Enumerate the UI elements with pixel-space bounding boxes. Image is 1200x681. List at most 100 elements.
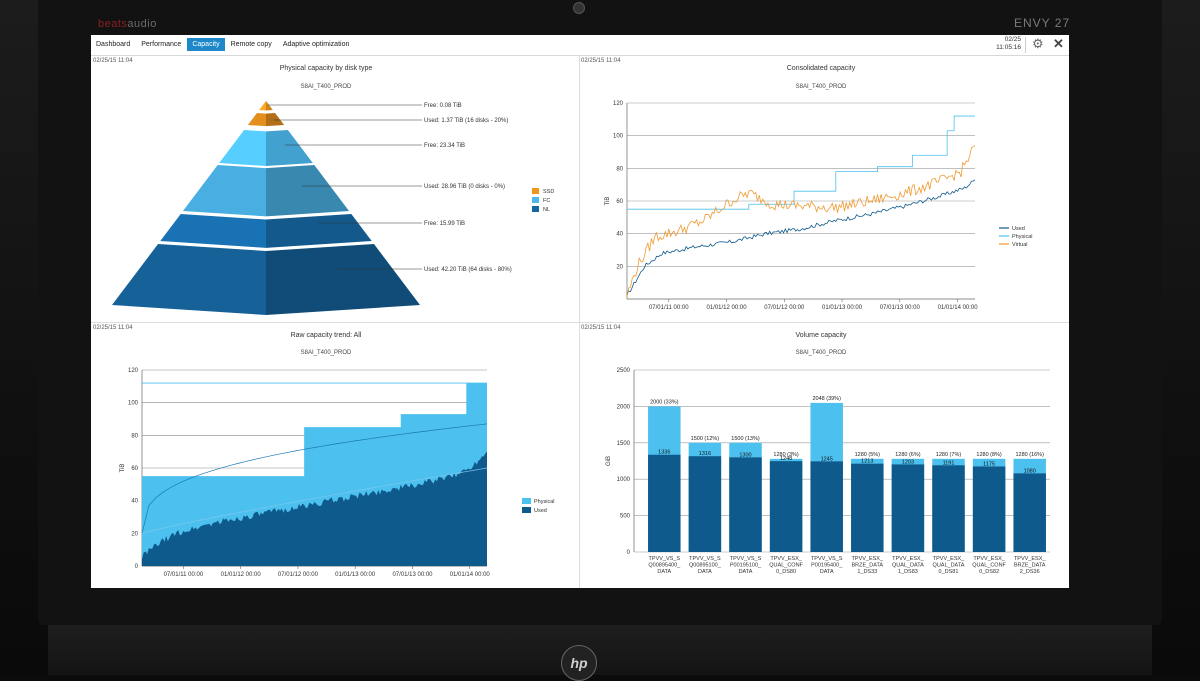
x-category-label: 2_DS36 — [1020, 569, 1040, 575]
y-tick-label: 0 — [135, 564, 139, 570]
bar-inner-label: 1203 — [902, 459, 914, 465]
x-category-label: TPVV_VS_S — [730, 556, 762, 562]
x-tick-label: 07/01/13 00:00 — [880, 305, 921, 311]
pyramid-band-fc-used-left — [182, 165, 266, 217]
panel-timestamp: 02/25/15 11:04 — [93, 325, 133, 331]
envy-27-logo: ENVY 27 — [1014, 16, 1071, 30]
x-category-label: 1_DS83 — [898, 569, 918, 575]
gear-icon[interactable]: ⚙ — [1032, 36, 1044, 51]
tab-dashboard[interactable]: Dashboard — [96, 41, 131, 48]
volume-capacity-chart: 0 500 1000 1500 2000 2500 GiB 2000 (33%) 1336 TPV… — [606, 368, 1050, 575]
tab-adaptive-optimization[interactable]: Adaptive optimization — [282, 41, 350, 48]
pyramid-band-ssd-free-left — [259, 101, 266, 111]
pyramid-band-ssd-free-right — [266, 101, 273, 111]
x-tick-label: 07/01/11 00:00 — [164, 572, 204, 578]
y-tick-label: 20 — [616, 264, 623, 270]
close-icon[interactable]: ✕ — [1053, 36, 1064, 51]
y-tick-label: 0 — [627, 550, 631, 556]
legend-label-physical: Physical — [1012, 234, 1032, 240]
x-category-label: TPVV_ESX_ — [892, 556, 924, 562]
x-category-label: QUAL_DATA — [892, 563, 924, 569]
trend-curve-used — [141, 467, 488, 534]
clock-date: 02/25 — [1004, 36, 1021, 43]
series-line-used — [626, 179, 976, 295]
legend-label-virtual: Virtual — [1012, 242, 1028, 248]
pyramid-band-fc-free-left — [219, 130, 266, 167]
pyramid-band-nl-free-right — [266, 214, 372, 248]
bar-used — [810, 461, 843, 552]
bar-used — [932, 465, 965, 552]
y-tick-label: 40 — [131, 499, 138, 505]
x-category-label: DATA — [820, 569, 834, 575]
y-tick-label: 80 — [131, 433, 138, 439]
legend-swatch-fc — [532, 197, 539, 203]
x-category-label: TPVV_ESX_ — [933, 556, 965, 562]
x-tick-label: 07/01/13 00:00 — [392, 572, 433, 578]
clock: 02/25 11:05:16 — [989, 36, 1021, 52]
pyramid-band-fc-free-right — [266, 130, 313, 167]
panel-timestamp: 02/25/15 11:04 — [93, 58, 133, 64]
panel-subtitle: S8AI_T400_PROD — [795, 84, 847, 90]
bar-used — [972, 466, 1006, 552]
tab-capacity[interactable]: Capacity — [187, 38, 225, 51]
bar-inner-label: 1213 — [861, 459, 873, 465]
x-category-label: Q00895400_ — [648, 563, 681, 569]
tab-performance[interactable]: Performance — [141, 41, 182, 48]
legend-label-physical: Physical — [534, 499, 554, 505]
bar-inner-label: 1248 — [780, 456, 792, 462]
y-tick-label: 80 — [616, 166, 623, 172]
x-category-label: 0_DS80 — [776, 569, 796, 575]
x-category-label: BRZE_DATA — [1014, 563, 1046, 569]
app-window: Dashboard Performance Capacity Remote co… — [91, 35, 1069, 588]
x-tick-label: 01/01/14 00:00 — [450, 572, 491, 578]
bar-inner-label: 1191 — [943, 460, 955, 466]
panel-divider-horizontal — [91, 322, 1069, 323]
pyramid-band-ssd-used-left — [247, 113, 266, 127]
pyramid-band-fc-used-right — [266, 165, 350, 217]
tab-remote-copy[interactable]: Remote copy — [230, 41, 272, 48]
monitor-chin — [48, 625, 1152, 675]
y-axis-label: TiB — [605, 197, 611, 206]
x-category-label: DATA — [698, 569, 712, 575]
bar-top-label: 1280 (8%) — [976, 452, 1002, 458]
x-category-label: 0_DS81 — [939, 569, 959, 575]
bar-inner-label: 1175 — [983, 461, 995, 467]
beats-audio-logo: beatsaudio — [98, 18, 157, 30]
bar-used — [851, 463, 884, 552]
bar-used — [891, 464, 925, 552]
x-tick-label: 01/01/12 00:00 — [707, 305, 748, 311]
y-tick-label: 120 — [613, 101, 624, 107]
panel-title: Consolidated capacity — [786, 65, 856, 72]
bar-top-label: 1280 (7%) — [936, 452, 962, 458]
bar-used — [688, 456, 722, 552]
x-category-label: QUAL_DATA — [933, 563, 965, 569]
x-category-label: QUAL_CONF — [972, 563, 1006, 569]
hp-logo: hp — [561, 645, 597, 681]
toolbar-divider — [1025, 37, 1026, 53]
x-category-label: TPVV_ESX_ — [1014, 556, 1046, 562]
pyramid-band-ssd-used-right — [266, 113, 285, 127]
x-category-label: Q00895100_ — [689, 563, 722, 569]
x-category-label: DATA — [657, 569, 671, 575]
legend-label-used: Used — [1012, 226, 1025, 232]
x-category-label: TPVV_ESX_ — [973, 556, 1005, 562]
x-category-label: TPVV_VS_S — [689, 556, 721, 562]
legend-label-fc: FC — [543, 198, 550, 204]
panel-timestamp: 02/25/15 11:04 — [581, 325, 621, 331]
legend-label-used: Used — [534, 508, 547, 514]
pyramid-label: Used: 1.37 TiB (16 disks - 20%) — [424, 118, 508, 124]
y-tick-label: 100 — [613, 134, 624, 140]
legend-swatch-used — [522, 507, 531, 513]
x-category-label: BRZE_DATA — [852, 563, 884, 569]
legend-label-ssd: SSD — [543, 189, 554, 195]
x-tick-label: 01/01/13 00:00 — [822, 305, 863, 311]
x-category-label: QUAL_CONF — [769, 563, 803, 569]
pyramid-label: Free: 15.99 TiB — [424, 221, 465, 227]
bar-inner-label: 1080 — [1024, 468, 1036, 474]
x-tick-label: 01/01/12 00:00 — [221, 572, 262, 578]
bar-top-label: 2048 (39%) — [812, 396, 841, 402]
x-tick-label: 01/01/14 00:00 — [938, 305, 979, 311]
pyramid-label: Used: 28.96 TiB (0 disks - 0%) — [424, 184, 505, 190]
y-tick-label: 2000 — [617, 404, 631, 410]
pyramid-band-nl-used-right — [266, 244, 420, 315]
